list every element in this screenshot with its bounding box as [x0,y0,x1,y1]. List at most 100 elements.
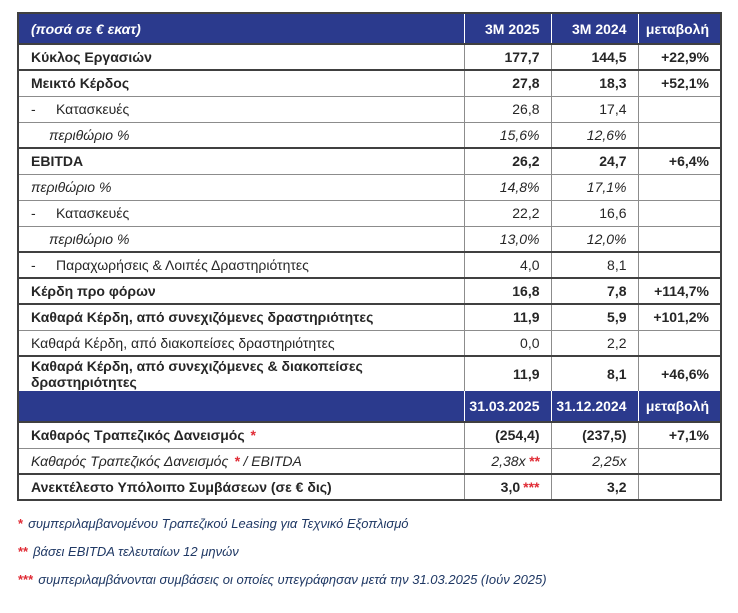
value-current-text: 11,9 [513,309,540,326]
value-prior: 24,7 [550,147,638,174]
row-label: Καθαρά Κέρδη, από συνεχιζόμενες & διακοπ… [18,355,464,391]
value-change: +22,9% [637,44,721,70]
row-label: EBITDA [18,147,464,174]
table-row: Κύκλος Εργασιών 177,7 144,5 +22,9% [18,44,721,70]
row-label-text: EBITDA [31,153,84,170]
value-prior-text: 12,6% [586,126,627,143]
value-change-text: +101,2% [653,309,709,326]
value-change [637,473,721,500]
value-prior: 12,0% [550,225,638,252]
row-label: περιθώριο % [18,225,464,252]
footnote-text: συμπεριλαμβανομένου Τραπεζικού Leasing γ… [28,516,409,531]
value-change: +101,2% [637,303,721,330]
row-label-text: περιθώριο % [49,126,130,143]
value-change: +46,6% [637,355,721,391]
footnote-text: βάσει EBITDA τελευταίων 12 μηνών [33,544,239,559]
row-label-text: Παραχωρήσεις & Λοιπές Δραστηριότητες [56,257,309,273]
value-prior: 2,2 [550,329,638,356]
value-prior: 18,3 [550,69,638,96]
row-label: Καθαρός Τραπεζικός Δανεισμός * [18,422,464,448]
value-current-text: 11,9 [513,366,540,382]
table-row: περιθώριο % 13,0% 12,0% [18,225,721,252]
value-prior-text: 3,2 [607,479,627,495]
value-change [637,251,721,278]
column-header-31-12-2024: 31.12.2024 [550,391,638,423]
value-current-text: 2,38x [491,452,526,469]
value-current-text: 22,2 [512,205,540,221]
value-current: 3,0 *** [463,473,551,500]
row-label: περιθώριο % [18,121,464,148]
value-current-text: 26,8 [512,101,540,117]
value-current-text: 27,8 [512,75,540,92]
table-head-balance: 31.03.2025 31.12.2024 μεταβολή [18,391,721,423]
value-change [637,121,721,148]
units-note: (ποσά σε € εκατ) [18,13,464,45]
value-change-text: +52,1% [661,75,709,92]
value-change [637,329,721,356]
value-change [637,447,721,474]
table-row: περιθώριο % 15,6% 12,6% [18,121,721,148]
value-current: 13,0% [463,225,551,252]
column-header-3m-2024: 3M 2024 [550,13,638,45]
value-change-text: +22,9% [661,49,709,65]
value-change: +6,4% [637,147,721,174]
row-label-text: Καθαρά Κέρδη, από διακοπείσες δραστηριότ… [31,334,335,351]
value-current: 26,8 [463,95,551,122]
value-prior-text: 8,1 [607,366,627,382]
value-prior: 8,1 [550,355,638,391]
footnote-marker: * [230,452,240,469]
value-change-text: +46,6% [661,366,709,382]
value-current: 22,2 [463,199,551,226]
row-label-text: Ανεκτέλεστο Υπόλοιπο Συμβάσεων (σε € δις… [31,479,332,495]
value-prior-text: (237,5) [582,427,627,444]
table-row: EBITDA 26,2 24,7 +6,4% [18,147,721,174]
footnote-marker: *** [18,572,34,587]
value-current: (254,4) [463,422,551,448]
value-prior-text: 18,3 [599,75,627,92]
value-current: 4,0 [463,251,551,278]
table-row: περιθώριο % 14,8% 17,1% [18,173,721,200]
debt-backlog-section: Καθαρός Τραπεζικός Δανεισμός * (254,4) (23… [18,422,721,500]
row-label-text: Καθαρά Κέρδη, από συνεχιζόμενες & διακοπ… [31,358,363,390]
value-current: 14,8% [463,173,551,200]
value-change: +52,1% [637,69,721,96]
row-label-text: Καθαρός Τραπεζικός Δανεισμός [31,427,245,444]
footnote: ** βάσει EBITDA τελευταίων 12 μηνών [18,543,720,560]
row-label: - Κατασκευές [18,199,464,226]
value-current: 2,38x ** [463,447,551,474]
row-label-text: Κέρδη προ φόρων [31,283,156,299]
column-header-31-03-2025: 31.03.2025 [463,391,551,423]
value-current-text: 0,0 [520,334,540,351]
row-label: Κύκλος Εργασιών [18,44,464,70]
value-current-text: 3,0 [500,479,521,495]
value-current-text: (254,4) [495,427,540,444]
income-statement-section: Κύκλος Εργασιών 177,7 144,5 +22,9% Μεικτό Κέ… [18,44,721,391]
footnote-marker: ** [18,544,29,559]
row-label: Ανεκτέλεστο Υπόλοιπο Συμβάσεων (σε € δις… [18,473,464,500]
column-header-change-2: μεταβολή [637,391,721,423]
bullet-dash: - [31,205,36,221]
value-prior: 12,6% [550,121,638,148]
row-label-text: Κύκλος Εργασιών [31,49,152,65]
row-label: περιθώριο % [18,173,464,200]
footnote: *** συμπεριλαμβάνονται συμβάσεις οι οποίε… [18,571,720,588]
value-prior: 3,2 [550,473,638,500]
table-row: Μεικτό Κέρδος 27,8 18,3 +52,1% [18,69,721,96]
value-prior-text: 12,0% [586,230,627,247]
value-prior-text: 17,1% [586,179,627,195]
row-label: Καθαρά Κέρδη, από συνεχιζόμενες δραστηρι… [18,303,464,330]
header-row-quarter: (ποσά σε € εκατ) 3M 2025 3M 2024 μεταβολ… [18,13,721,45]
table-row: Καθαρά Κέρδη, από διακοπείσες δραστηριότ… [18,329,721,356]
table-row: - Παραχωρήσεις & Λοιπές Δραστηριότητες 4,0… [18,251,721,278]
header-row-balance-dates: 31.03.2025 31.12.2024 μεταβολή [18,391,721,423]
value-current-text: 13,0% [499,230,540,247]
value-prior-text: 8,1 [607,257,627,273]
row-label: - Παραχωρήσεις & Λοιπές Δραστηριότητες [18,251,464,278]
value-prior: 16,6 [550,199,638,226]
value-prior-text: 2,2 [607,334,627,351]
column-header-3m-2025: 3M 2025 [463,13,551,45]
value-change-text: +114,7% [654,283,709,299]
table-row: Ανεκτέλεστο Υπόλοιπο Συμβάσεων (σε € δις… [18,473,721,500]
value-prior-text: 17,4 [599,101,627,117]
financial-results-table: (ποσά σε € εκατ) 3M 2025 3M 2024 μεταβολ… [17,12,722,501]
